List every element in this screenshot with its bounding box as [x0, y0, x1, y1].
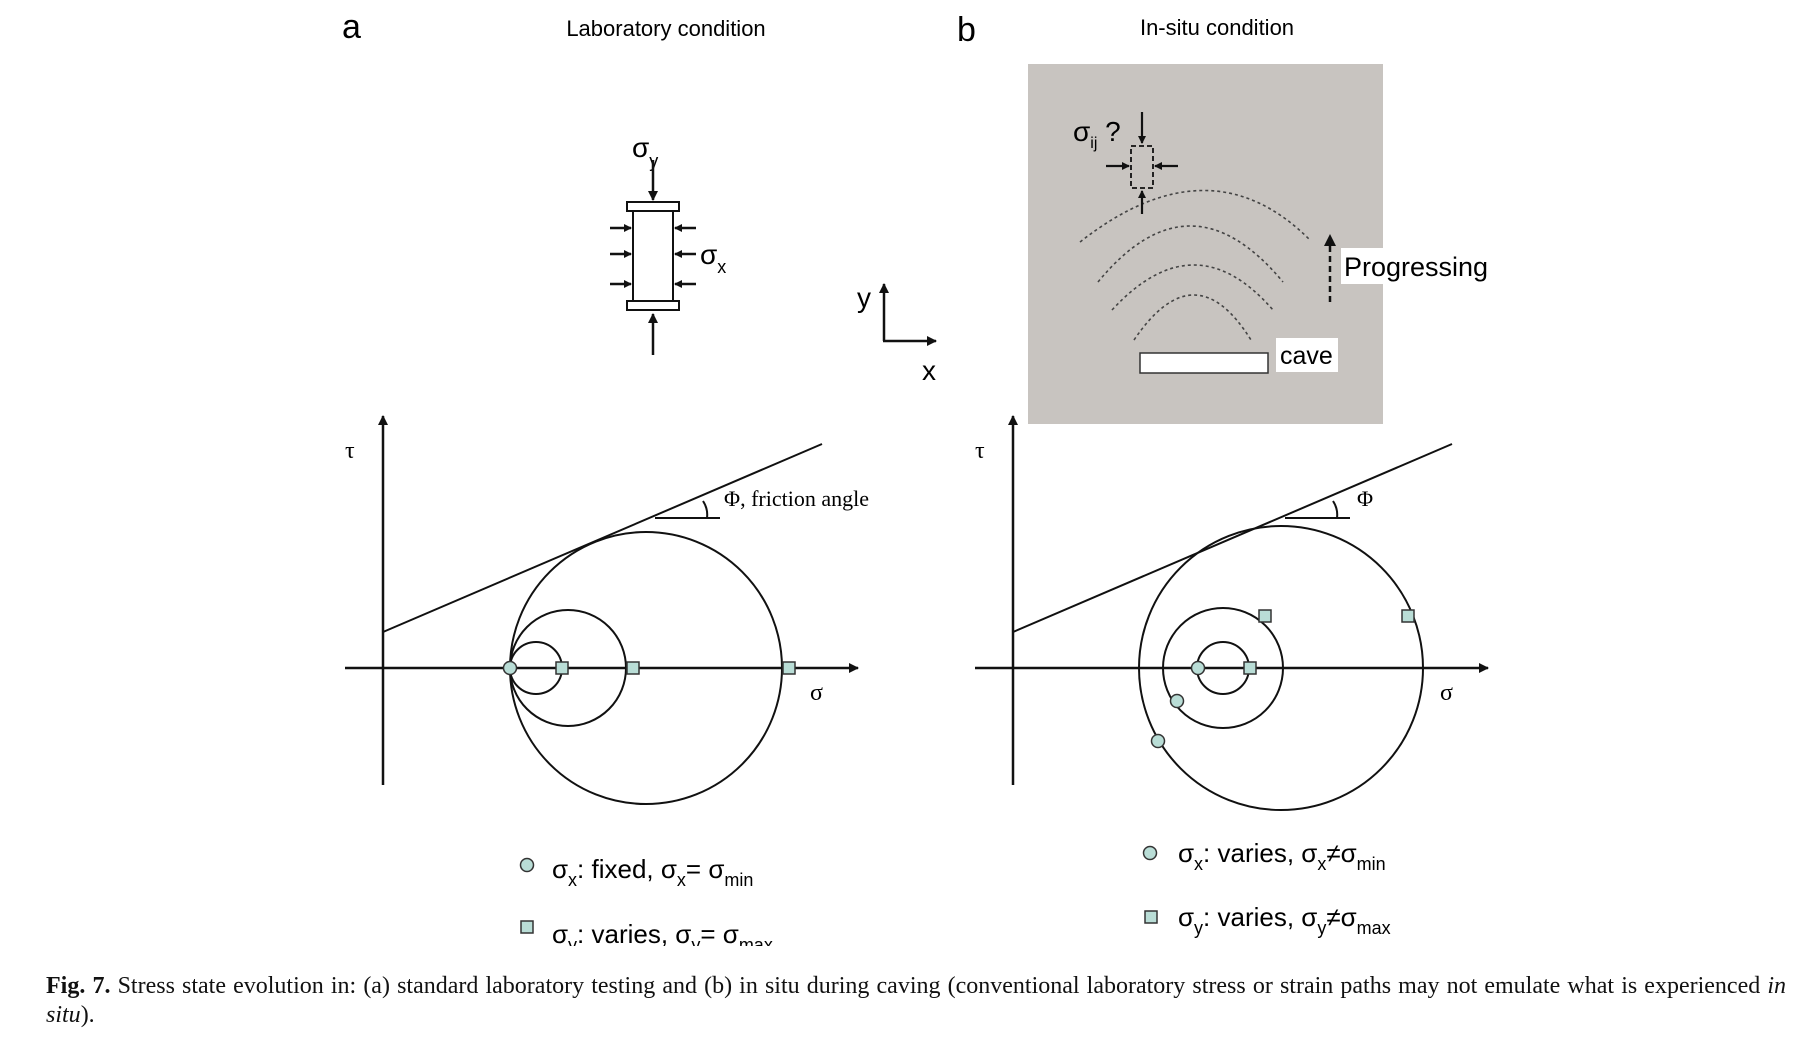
- legend-circle-marker: [519, 857, 535, 873]
- sigma-x-label: σx: [700, 239, 726, 277]
- lab-specimen-diagram: σy σx: [610, 132, 726, 355]
- panel-b-title: In-situ condition: [1140, 15, 1294, 40]
- friction-angle-label-b: Φ: [1357, 486, 1373, 511]
- friction-angle-arc: [702, 500, 709, 519]
- friction-angle-label: Φ, friction angle: [724, 486, 869, 511]
- tau-axis-label: τ: [345, 438, 355, 464]
- right-confining-arrows: [674, 224, 696, 288]
- caption-text: Stress state evolution in: (a) standard …: [110, 973, 1768, 999]
- caption-italic: in situ: [46, 973, 1787, 1028]
- figure-canvas: a Laboratory condition σy σx: [342, 8, 1491, 965]
- sigma-y-marker-2: [626, 661, 640, 675]
- legend-b-circle-marker: [1142, 845, 1158, 861]
- sigma-y-marker-b-1: [1243, 661, 1257, 675]
- failure-envelope-b: [1012, 443, 1453, 633]
- mohr-diagram-b: [975, 415, 1489, 811]
- mohr-circle-b-large: [1138, 525, 1424, 811]
- sigma-x-marker-b-2: [1169, 693, 1185, 709]
- legend-b-square-marker: [1144, 910, 1158, 924]
- mohr-markers-a: [502, 660, 796, 676]
- legend-a-clip: [500, 946, 860, 965]
- panel-a-title: Laboratory condition: [566, 16, 765, 41]
- sigma-y-marker-3: [782, 661, 796, 675]
- sigma-axis-label-b: σ: [1440, 680, 1453, 706]
- panel-b-letter: b: [957, 11, 976, 49]
- sigma-x-marker-b-1: [1190, 660, 1206, 676]
- cave-opening: [1139, 352, 1269, 374]
- progressing-arrow-head: [1324, 234, 1336, 246]
- xy-coordinate-axes: y x: [857, 282, 937, 386]
- failure-envelope: [382, 443, 823, 633]
- stress-element: [1130, 145, 1154, 189]
- tau-axis-label-b: τ: [975, 438, 985, 464]
- left-confining-arrows: [610, 224, 632, 288]
- sigma-axis-label: σ: [810, 680, 823, 706]
- bottom-platen: [626, 300, 680, 311]
- cave-label-bg: [1276, 338, 1338, 372]
- stress-arch-lines: [1079, 189, 1311, 341]
- legend-square-marker: [520, 920, 534, 934]
- progressing-label: Progressing: [1344, 252, 1488, 282]
- mohr-diagram-a: [345, 415, 859, 805]
- legend-a: σx: fixed, σx= σmin σy: varies, σy= σmax: [500, 854, 860, 965]
- mohr-markers-b: [1150, 609, 1415, 749]
- sigma-y-marker-b-2: [1258, 609, 1272, 623]
- legend-b-item-1: σx: varies, σx≠σmin: [1178, 838, 1386, 874]
- x-axis-label: x: [922, 355, 936, 386]
- top-platen: [626, 201, 680, 212]
- y-axis-label: y: [857, 282, 871, 313]
- sigma-y-marker-1: [555, 661, 569, 675]
- sigma-ij-label: σij ?: [1073, 116, 1121, 152]
- legend-a-item-1: σx: fixed, σx= σmin: [552, 854, 753, 890]
- caption-label: Fig. 7.: [46, 973, 111, 999]
- panel-a: a Laboratory condition σy σx: [342, 8, 937, 965]
- panel-b: b In-situ condition cave σij ?: [957, 11, 1491, 938]
- legend-b: σx: varies, σx≠σmin σy: varies, σy≠σmax: [1142, 838, 1391, 938]
- sigma-y-label: σy: [632, 132, 658, 171]
- in-situ-cave-diagram: cave σij ? Progressing: [1028, 64, 1491, 424]
- specimen-body: [632, 210, 674, 302]
- panel-a-letter: a: [342, 8, 361, 46]
- sigma-x-marker-b-3: [1150, 733, 1166, 749]
- progressing-label-bg: [1341, 248, 1491, 284]
- figure-caption: Fig. 7. Stress state evolution in: (a) s…: [46, 972, 1786, 1030]
- friction-angle-arc-b: [1332, 500, 1339, 519]
- legend-b-item-2: σy: varies, σy≠σmax: [1178, 902, 1391, 938]
- mohr-circle-b-medium: [1162, 607, 1284, 729]
- sigma-x-marker: [502, 660, 518, 676]
- cave-label: cave: [1280, 342, 1333, 370]
- sigma-y-marker-b-3: [1401, 609, 1415, 623]
- caption-end: ).: [80, 1002, 95, 1028]
